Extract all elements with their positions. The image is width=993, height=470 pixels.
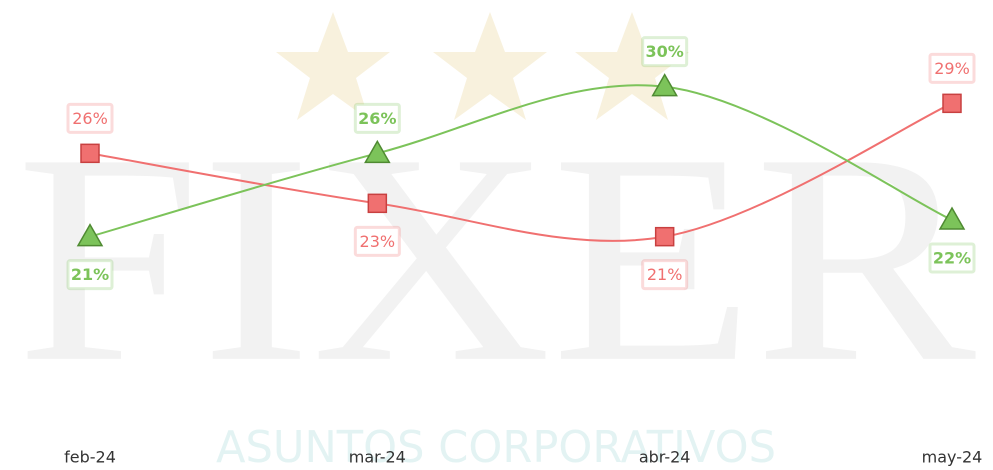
data-label-box [928,242,976,274]
marker [651,73,678,97]
marker [942,93,962,114]
data-label-box [928,52,976,84]
data-label: 21% [641,259,689,291]
data-label: 21% [66,259,114,291]
data-label-text: 29% [934,59,970,78]
marker [654,226,675,247]
star [433,12,547,120]
x-tick-label: may-24 [922,448,983,467]
data-label-box [641,36,689,68]
marker [938,206,966,230]
watermark-tagline: ASUNTOS CORPORATIVOS [216,422,776,470]
data-label-box [353,225,401,257]
data-label-box [66,102,114,134]
series-line [89,102,953,242]
data-label: 26% [66,102,114,134]
data-label: 26% [353,102,401,134]
marker [364,139,391,164]
star [276,12,390,120]
data-label: 22% [928,242,976,274]
data-label: 30% [641,36,689,68]
series-line [89,84,953,238]
data-label-box [66,259,114,291]
data-label-text: 23% [360,232,396,251]
data-label-text: 21% [647,265,683,284]
data-label-box [641,259,689,291]
x-tick-label: abr-24 [639,448,691,467]
star [575,12,689,120]
data-label: 23% [353,225,401,257]
marker [76,223,104,247]
watermark-stars [276,12,689,120]
data-label-text: 26% [358,109,396,128]
data-label-text: 21% [71,265,109,284]
data-label-text: 22% [933,249,971,268]
marker [367,193,388,214]
data-label-text: 26% [72,109,108,128]
data-label: 29% [928,52,976,84]
x-tick-label: mar-24 [349,448,406,467]
data-label-box [353,102,401,134]
data-label-text: 30% [646,42,684,61]
x-tick-label: feb-24 [64,448,116,467]
marker [80,143,100,164]
watermark-logo: FIXER [16,92,978,424]
